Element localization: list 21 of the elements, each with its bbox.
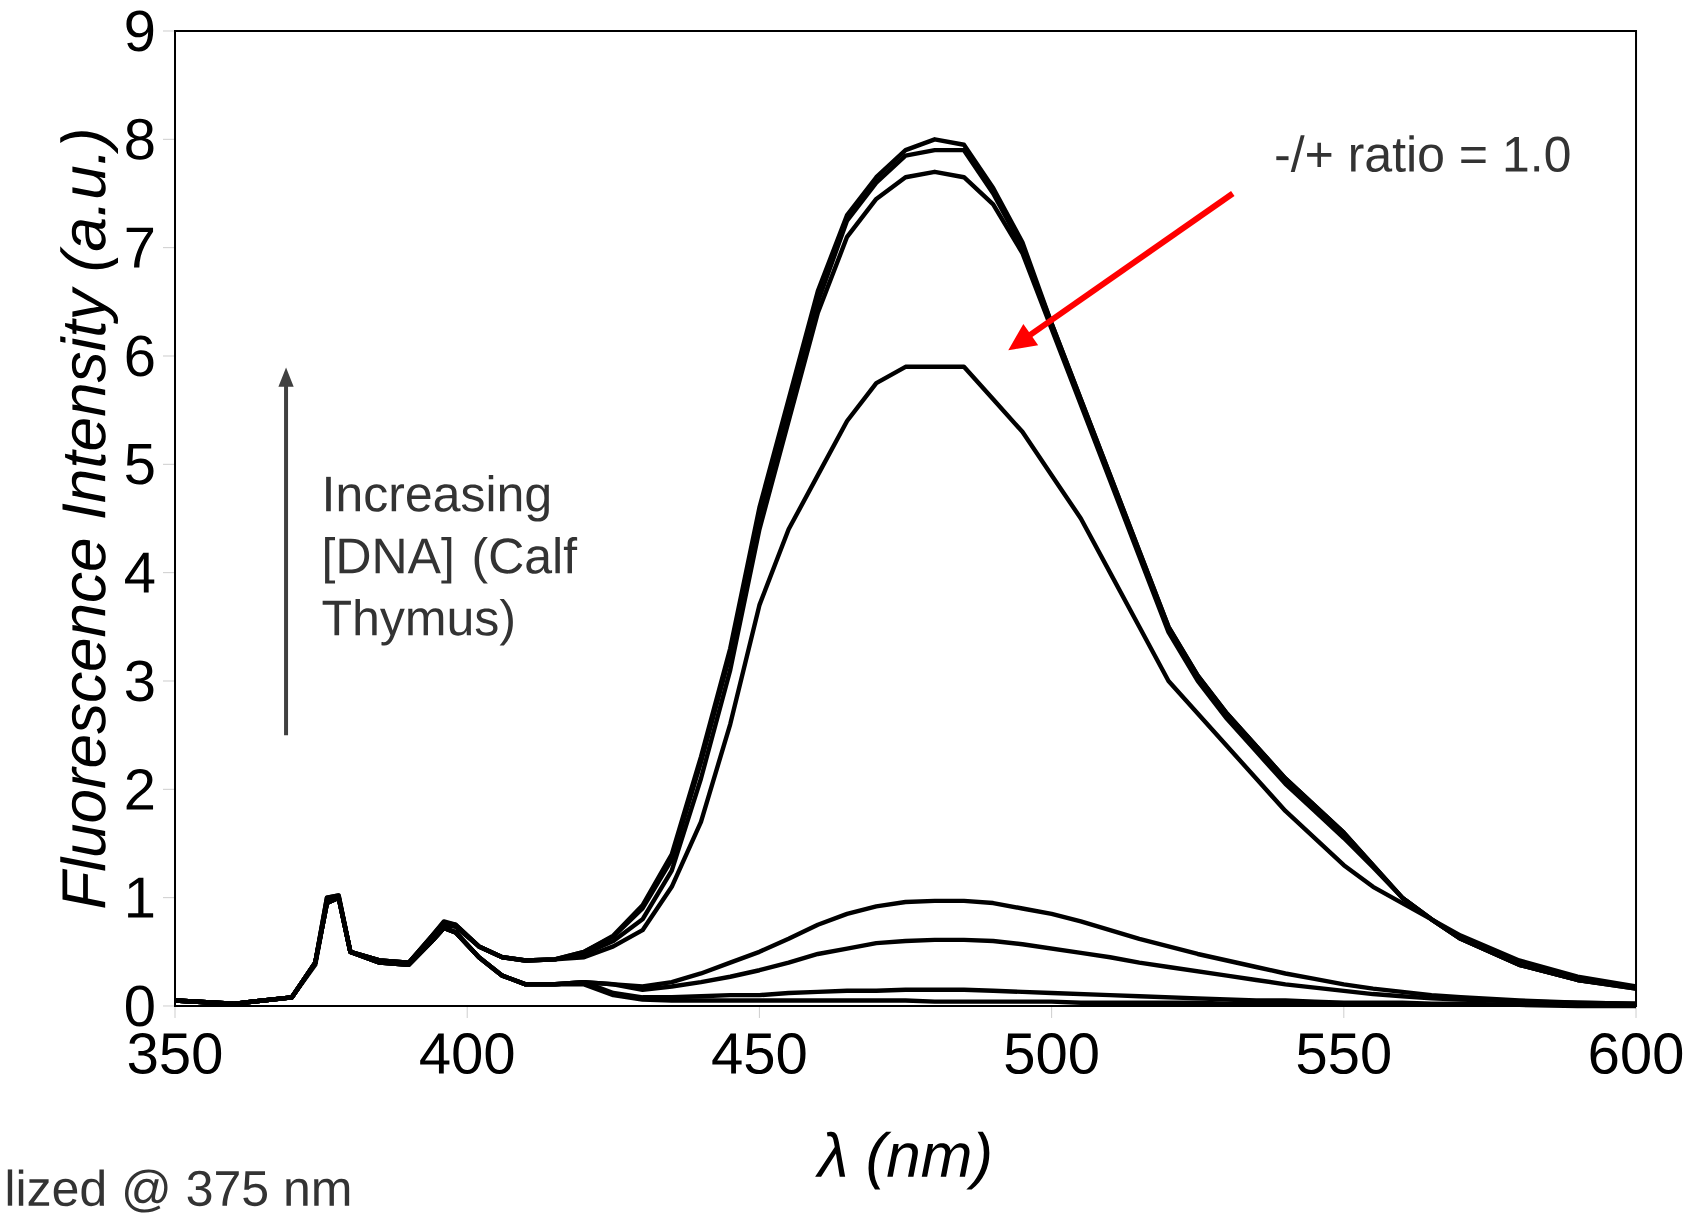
x-tick-label: 550 [1297, 1033, 1390, 1075]
y-tick-label: 1 [128, 877, 154, 918]
y-axis-title: Fluorescence Intensity (a.u.) [60, 131, 119, 908]
x-tick-label: 350 [128, 1033, 222, 1075]
y-tick-label: 4 [125, 552, 155, 593]
y-tick-label: 2 [126, 769, 154, 810]
y-tick-label: 8 [126, 118, 154, 160]
y-tick-label: 9 [126, 10, 154, 52]
y-tick-label: 0 [125, 985, 154, 1027]
annotation: Increasing [DNA] (Calf Thymus) [322, 475, 578, 646]
y-tick-label: 7 [126, 227, 154, 268]
x-tick-label: 600 [1590, 1033, 1683, 1075]
x-axis-title: λ (nm) [815, 1131, 990, 1190]
y-tick-label: 6 [126, 335, 154, 377]
y-tick-label: 3 [125, 660, 154, 702]
annotation: -/+ ratio = 1.0 [1276, 135, 1570, 172]
text: lized @ 375 nm [7, 1169, 350, 1213]
x-tick-label: 500 [1005, 1033, 1098, 1075]
y-tick-label: 5 [126, 444, 154, 485]
x-tick-label: 450 [712, 1033, 806, 1075]
x-tick-label: 400 [420, 1033, 514, 1075]
